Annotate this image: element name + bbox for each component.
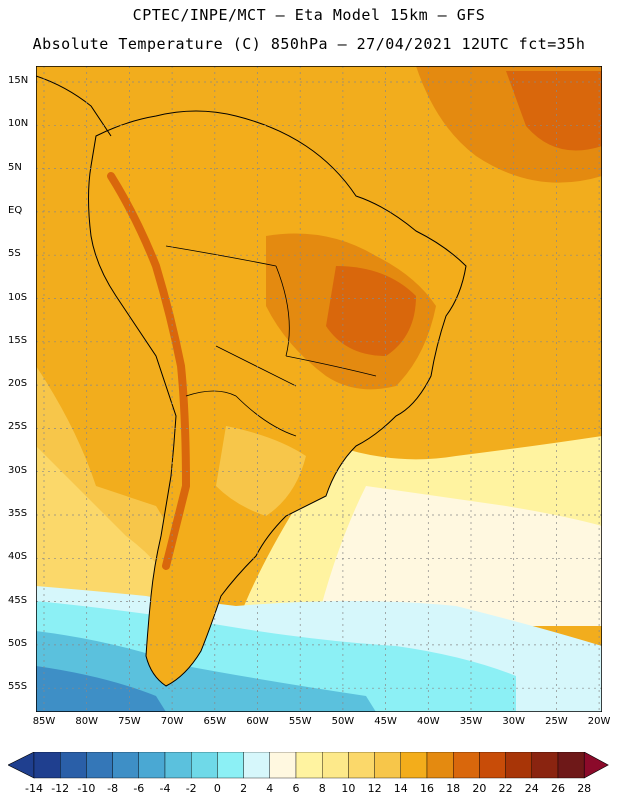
legend-tick-label: 14 (393, 782, 408, 795)
lat-label: 40S (8, 551, 28, 563)
legend-swatch (348, 752, 375, 779)
map-subtitle: Absolute Temperature (C) 850hPa – 27/04/… (32, 35, 586, 53)
legend-swatch (217, 752, 244, 779)
lat-label: 10N (8, 118, 29, 130)
lat-label: 45S (8, 594, 28, 606)
pampa-mild (216, 426, 306, 516)
temperature-map (36, 66, 602, 712)
legend-tick-label: 6 (292, 782, 300, 795)
legend-swatch (426, 752, 454, 779)
legend-swatch (190, 752, 218, 779)
legend-tick-label: 18 (446, 782, 461, 795)
legend-swatch (400, 752, 428, 779)
lon-label: 80W (75, 716, 98, 727)
legend-tick-label: 16 (420, 782, 434, 795)
legend-swatch (269, 752, 297, 779)
lon-label: 30W (502, 716, 525, 727)
legend-tick-label: 10 (341, 782, 356, 795)
legend-swatch (60, 752, 87, 779)
central-america-coast (36, 75, 112, 137)
lon-label: 50W (331, 716, 355, 727)
south-polar-band (36, 666, 166, 712)
legend-tick-label: -2 (185, 782, 197, 795)
lon-label: 20W (587, 716, 611, 727)
legend-tick-label: -6 (133, 782, 145, 795)
lon-label: 60W (246, 716, 269, 727)
legend-tick-label: -10 (77, 782, 96, 795)
legend-tick-label: 20 (472, 782, 487, 795)
legend-swatch (453, 752, 480, 779)
lat-label: 10S (8, 291, 28, 303)
legend-tick-label: 22 (498, 782, 513, 795)
country-borders (165, 245, 377, 437)
lon-label: 65W (203, 716, 227, 727)
legend-tick-label: -14 (25, 782, 43, 795)
map-canvas (36, 66, 602, 712)
lon-label: 40W (416, 716, 440, 727)
lon-label: 35W (459, 716, 483, 727)
interior-hot (326, 266, 416, 356)
lon-label: 85W (32, 716, 56, 727)
legend-swatch (138, 752, 166, 779)
lon-label: 70W (160, 716, 184, 727)
legend-swatch (86, 752, 113, 779)
legend-tick-label: 28 (577, 782, 592, 795)
lat-label: 20S (8, 378, 28, 390)
legend-tick-label: 2 (240, 782, 248, 795)
hot-region-ne (506, 71, 602, 151)
legend-swatch (531, 752, 559, 779)
lat-label: 5S (8, 248, 21, 260)
legend-tick-label: 8 (318, 782, 326, 795)
legend-tick-label: 12 (367, 782, 382, 795)
legend-swatch (557, 752, 585, 779)
legend-tick-label: 26 (551, 782, 565, 795)
pacific-cool (36, 446, 176, 596)
lon-label: 75W (118, 716, 141, 727)
lat-label: 35S (8, 508, 28, 519)
legend-swatch (164, 752, 192, 779)
map-title: CPTEC/INPE/MCT – Eta Model 15km – GFS (132, 6, 486, 24)
legend-tick-label: -12 (51, 782, 70, 795)
andes-warm-strip (107, 172, 191, 570)
lat-label: 55S (8, 681, 28, 693)
lat-label: 25S (8, 421, 28, 433)
legend-swatch (33, 752, 61, 779)
lat-label: 15N (8, 75, 29, 86)
legend-swatch (295, 752, 323, 779)
atlantic-pale (316, 486, 602, 626)
lat-label: 15S (8, 334, 28, 346)
legend-tick-label: -8 (107, 782, 119, 795)
legend-tick-label: 24 (524, 782, 539, 795)
legend-swatch (374, 752, 402, 779)
legend-min-arrow (8, 752, 35, 779)
legend-swatch (112, 752, 139, 779)
lat-label: EQ (8, 204, 23, 216)
legend-tick-label: 4 (266, 782, 274, 795)
legend-tick-label: -4 (159, 782, 171, 795)
lon-label: 45W (374, 716, 397, 727)
color-legend (8, 752, 609, 779)
lat-label: 30S (8, 464, 28, 476)
lat-label: 50S (8, 637, 28, 649)
legend-swatch (243, 752, 271, 779)
legend-swatch (322, 752, 349, 779)
lon-label: 25W (545, 716, 568, 727)
map-gridlines (36, 66, 602, 712)
lat-label: 5N (8, 161, 22, 173)
legend-tick-label: 0 (213, 782, 221, 795)
legend-swatch (505, 752, 533, 779)
legend-swatch (479, 752, 506, 779)
lon-label: 55W (288, 716, 312, 727)
legend-max-arrow (583, 752, 609, 779)
